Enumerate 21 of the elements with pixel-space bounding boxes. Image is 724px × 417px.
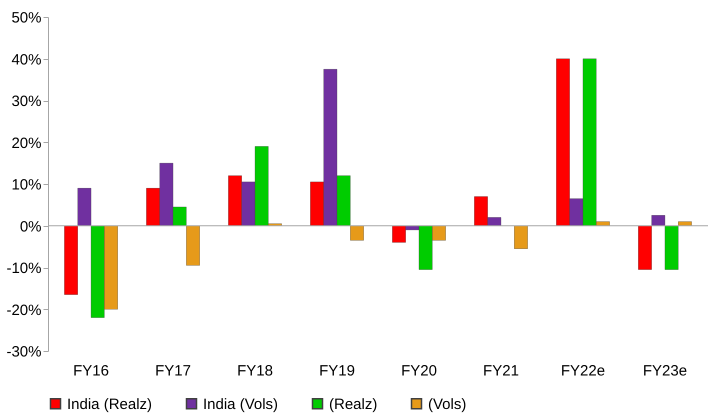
y-tick-label: 20%: [11, 134, 42, 152]
x-tick-label: FY21: [483, 362, 519, 380]
legend-label: (Realz): [329, 396, 378, 413]
legend-label: India (Vols): [203, 396, 278, 413]
legend-label: (Vols): [428, 396, 466, 413]
y-tick-label: 10%: [11, 176, 42, 194]
x-tick-label: FY16: [73, 362, 109, 380]
x-tick-label: FY19: [319, 362, 355, 380]
y-tick-label: 30%: [11, 93, 42, 110]
legend-label: India (Realz): [67, 396, 152, 413]
y-tick-label: -30%: [6, 344, 42, 360]
y-tick-label: -10%: [6, 260, 42, 277]
y-tick-label: 50%: [11, 10, 42, 26]
y-tick-label: 0%: [20, 218, 42, 236]
x-tick-label: FY18: [237, 362, 273, 380]
y-tick-label: 40%: [11, 51, 42, 68]
x-tick-label: FY22e: [560, 362, 606, 380]
x-tick-label: FY20: [401, 362, 437, 380]
x-tick-label: FY17: [155, 362, 191, 380]
x-tick-label: FY23e: [642, 362, 688, 380]
y-tick-label: -20%: [6, 302, 42, 319]
